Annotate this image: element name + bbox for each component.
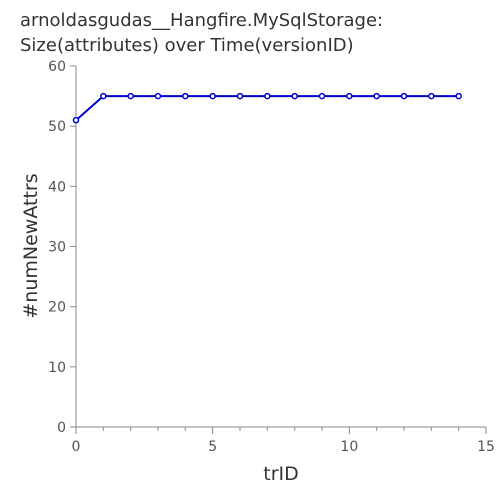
data-point — [182, 92, 189, 100]
y-tick-label: 0 — [57, 420, 66, 436]
x-tick-label: 15 — [477, 439, 495, 455]
data-point — [154, 92, 162, 100]
y-tick-label: 10 — [48, 360, 66, 376]
y-tick-label: 40 — [48, 179, 66, 195]
data-point — [455, 92, 462, 100]
series-line — [75, 95, 459, 121]
data-point — [318, 92, 326, 100]
data-point — [428, 92, 435, 100]
data-point — [264, 92, 271, 100]
data-point — [400, 92, 408, 100]
y-axis-label: #numNewAttrs — [20, 173, 42, 318]
chart-title-line-1: arnoldasgudas__Hangfire.MySqlStorage: — [20, 10, 384, 31]
y-tick-label: 20 — [48, 300, 66, 316]
data-point — [346, 92, 353, 100]
data-point — [373, 92, 380, 100]
data-point — [127, 92, 134, 100]
chart-title-line-2: Size(attributes) over Time(versionID) — [20, 35, 354, 56]
data-point — [209, 92, 216, 100]
chart-title: arnoldasgudas__Hangfire.MySqlStorage: Si… — [20, 8, 383, 58]
y-tick-label: 50 — [48, 119, 66, 135]
y-tick-label: 60 — [48, 59, 66, 75]
data-point — [100, 92, 107, 100]
data-point — [291, 92, 298, 100]
series — [72, 92, 462, 124]
ticks: 0 10 20 30 40 50 60 0 5 10 15 — [48, 59, 495, 455]
data-point — [236, 92, 244, 100]
y-tick-label: 30 — [48, 240, 66, 256]
axes — [75, 66, 486, 428]
x-tick-label: 0 — [72, 439, 81, 455]
x-tick-label: 10 — [340, 439, 358, 455]
x-tick-label: 5 — [208, 439, 217, 455]
x-axis-label: trID — [263, 463, 299, 485]
data-point — [72, 116, 80, 124]
